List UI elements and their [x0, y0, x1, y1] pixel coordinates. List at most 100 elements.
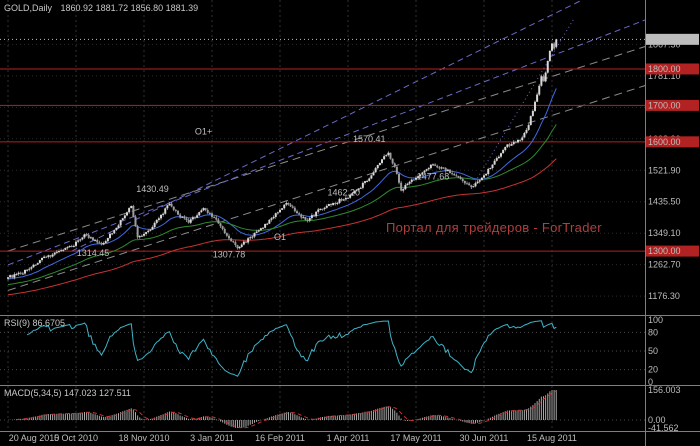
candle-body	[128, 208, 131, 213]
candle-body	[412, 179, 415, 181]
macd-axis-label: 156.003	[648, 385, 681, 395]
candle-body	[361, 182, 364, 188]
candle-body	[162, 213, 165, 215]
candle-body	[438, 167, 441, 169]
candle-body	[145, 232, 148, 234]
candle-body	[440, 167, 443, 169]
candle-body	[432, 164, 434, 166]
candle-body	[489, 167, 492, 169]
candle-body	[353, 190, 356, 194]
current-price-text: 1881.39	[648, 34, 681, 44]
candle-body	[493, 160, 496, 165]
candle-body	[378, 162, 381, 166]
candle-body	[68, 245, 71, 248]
price-axis[interactable]: 1867.501781.101694.701608.301521.901435.…	[646, 33, 699, 433]
current-price-box	[646, 33, 699, 45]
candle-body	[368, 178, 371, 181]
candle-body	[166, 205, 169, 209]
candle-body	[374, 168, 377, 173]
candle-body	[330, 204, 332, 206]
candle-body	[293, 207, 296, 212]
annotation-text: 1477.68	[417, 172, 450, 182]
candle-body	[510, 144, 513, 146]
rsi-indicator-label: RSI(9) 86.6705	[4, 318, 66, 328]
candle-body	[544, 72, 547, 82]
candle-body	[381, 159, 383, 163]
candle-body	[463, 181, 466, 184]
symbol-name: GOLD,Daily	[4, 3, 53, 13]
candle-body	[19, 272, 22, 274]
candle-body	[317, 209, 320, 212]
candle-body	[13, 274, 16, 278]
time-axis-label: 20 Aug 2010	[9, 433, 60, 443]
candle-body	[160, 214, 162, 219]
candle-body	[455, 175, 458, 177]
candle-body	[72, 245, 75, 247]
candle-body	[7, 277, 9, 279]
candle-body	[451, 173, 454, 175]
candlestick-series[interactable]	[7, 39, 558, 281]
rsi-line	[26, 320, 557, 377]
candle-body	[504, 146, 507, 151]
candle-body	[119, 220, 122, 226]
candle-body	[172, 206, 175, 210]
candle-body	[391, 158, 394, 164]
candle-body	[483, 175, 485, 178]
candle-body	[306, 219, 309, 221]
candle-body	[30, 267, 33, 269]
time-axis-label: 15 Aug 2011	[527, 433, 577, 443]
candle-body	[474, 183, 477, 187]
candle-body	[525, 129, 528, 133]
symbol-ohlc-label: GOLD,Daily 1860.92 1881.72 1856.80 1881.…	[4, 3, 198, 13]
candle-body	[232, 241, 235, 243]
candle-body	[181, 216, 184, 218]
macd-plot[interactable]	[8, 390, 557, 429]
trendline	[71, 0, 584, 252]
annotation-text: O1+	[195, 127, 212, 137]
candle-body	[444, 168, 447, 171]
candle-body	[51, 254, 54, 257]
candle-body	[28, 268, 31, 270]
candle-body	[538, 85, 541, 95]
candle-body	[194, 217, 196, 219]
candle-body	[417, 176, 420, 178]
candle-body	[274, 213, 277, 217]
candle-body	[427, 168, 430, 170]
candle-body	[395, 166, 398, 174]
candle-body	[351, 193, 354, 195]
candle-body	[211, 213, 213, 217]
candle-body	[62, 249, 65, 251]
candle-body	[285, 203, 288, 205]
candle-body	[325, 205, 328, 208]
candle-body	[408, 181, 411, 184]
candle-body	[485, 173, 488, 176]
candle-body	[138, 236, 141, 238]
candle-body	[289, 204, 292, 207]
candle-body	[15, 274, 18, 276]
trendlines[interactable]	[7, 0, 646, 291]
candle-body	[147, 230, 150, 233]
candle-body	[70, 245, 73, 247]
candle-body	[310, 215, 313, 219]
candle-body	[449, 169, 451, 174]
candle-body	[355, 190, 358, 192]
grid-lines	[0, 0, 645, 430]
candle-body	[366, 180, 369, 182]
candle-body	[472, 186, 475, 188]
candle-body	[434, 164, 437, 166]
candle-body	[323, 207, 326, 209]
candle-body	[406, 183, 409, 186]
candle-body	[459, 177, 462, 179]
candle-body	[313, 215, 315, 217]
horizontal-lines[interactable]	[0, 38, 645, 252]
rsi-axis-label: 80	[648, 327, 658, 337]
candle-body	[268, 219, 271, 224]
rsi-plot[interactable]	[26, 320, 557, 377]
candle-body	[102, 242, 105, 245]
rsi-axis-label: 0	[648, 377, 653, 387]
candle-body	[514, 141, 517, 143]
candle-body	[215, 217, 218, 220]
candle-body	[134, 216, 137, 227]
